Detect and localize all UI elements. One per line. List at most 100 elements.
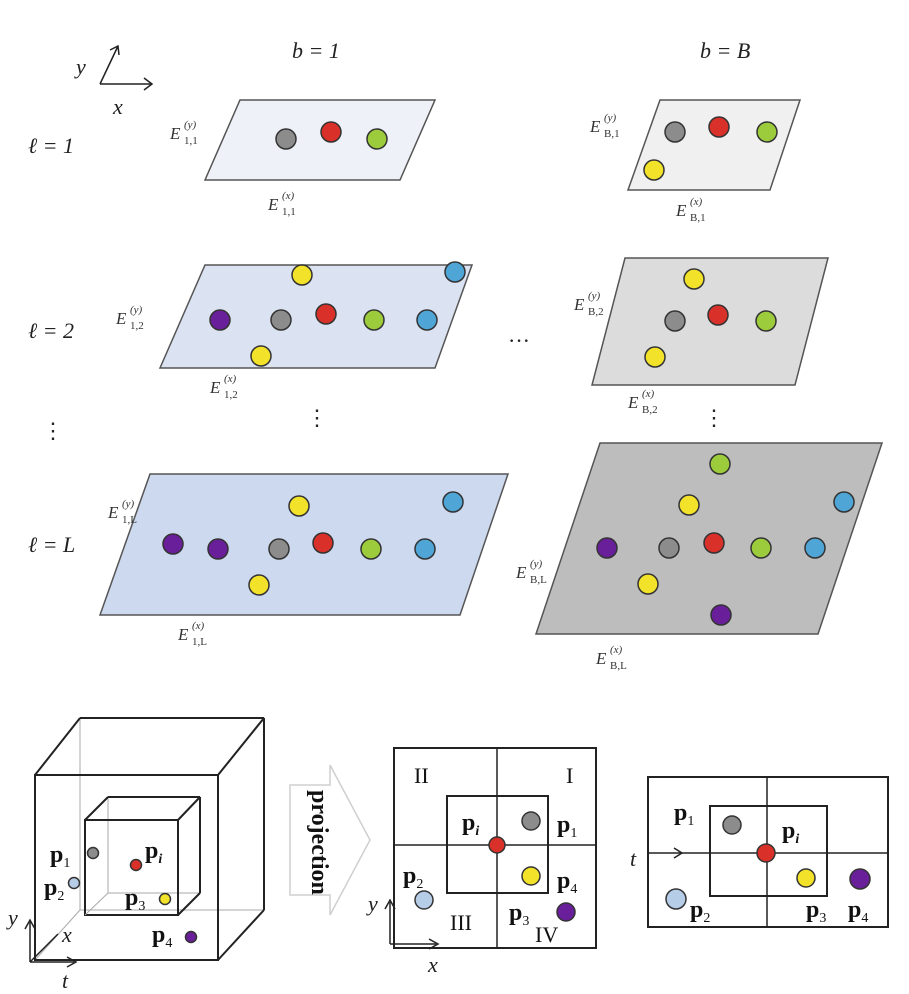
vdots-right: ⋮ [703, 405, 725, 430]
point-red [707, 304, 729, 326]
svg-text:B,L: B,L [610, 660, 627, 672]
quad-point-p1 [521, 811, 541, 831]
point-yellow [248, 574, 270, 596]
svg-text:pi: pi [145, 838, 162, 867]
projection-label: projection [306, 790, 332, 895]
svg-text:E: E [209, 378, 221, 397]
cube-axis-y: y [6, 905, 18, 930]
svg-text:(x): (x) [642, 388, 655, 400]
point-gray [658, 537, 680, 559]
embedding-eB2y: E (y) B,2 [573, 290, 604, 318]
svg-text:1,L: 1,L [192, 636, 207, 648]
point-gray [268, 538, 290, 560]
svg-text:B,2: B,2 [588, 306, 604, 318]
point-gray [270, 309, 292, 331]
xy-projection: II I III IV pi p1 p2 p4 p3 y x [366, 747, 597, 977]
projection-arrow: projection [289, 764, 371, 916]
row-label-2: ℓ = 2 [28, 318, 74, 343]
quadrant-II: II [414, 763, 429, 788]
t-point-p2 [665, 888, 687, 910]
cube-point-pi [129, 858, 143, 872]
points-b1-l2 [209, 261, 466, 367]
svg-text:1,1: 1,1 [282, 206, 296, 218]
point-yellow [637, 573, 659, 595]
point-blue [444, 261, 466, 283]
point-purple [162, 533, 184, 555]
t-projection: t p1 pi p2 p3 p4 [630, 776, 889, 928]
point-blue [414, 538, 436, 560]
point-green [360, 538, 382, 560]
point-yellow [288, 495, 310, 517]
t-point-pi [756, 843, 776, 863]
svg-text:E: E [515, 563, 527, 582]
t-point-p4 [849, 868, 871, 890]
cube-diagram: p1 pi p2 p3 p4 y x t [6, 717, 265, 993]
points-bB-l1 [643, 116, 778, 181]
point-purple [596, 537, 618, 559]
svg-text:p4: p4 [557, 868, 577, 897]
svg-text:(y): (y) [588, 290, 601, 302]
point-purple [207, 538, 229, 560]
svg-text:p2: p2 [403, 863, 423, 892]
point-blue [804, 537, 826, 559]
column-header-first: b = 1 [292, 38, 340, 63]
cube-point-p1 [86, 846, 100, 860]
point-green [709, 453, 731, 475]
embedding-eB1x: E (x) B,1 [675, 196, 706, 224]
point-blue [416, 309, 438, 331]
column-header-last: b = B [700, 38, 750, 63]
point-yellow [250, 345, 272, 367]
point-green [750, 537, 772, 559]
top-axes: y x [74, 44, 154, 119]
point-green [363, 309, 385, 331]
point-red [320, 121, 342, 143]
svg-text:(y): (y) [184, 119, 197, 131]
svg-text:E: E [169, 124, 181, 143]
quad-point-p4 [556, 902, 576, 922]
embedding-eBLx: E (x) B,L [595, 644, 627, 672]
point-yellow [683, 268, 705, 290]
svg-text:p1: p1 [557, 812, 577, 841]
svg-text:E: E [115, 309, 127, 328]
svg-text:p1: p1 [50, 842, 70, 871]
svg-text:1,L: 1,L [122, 514, 137, 526]
svg-text:p2: p2 [690, 897, 710, 926]
quad-axis-y: y [366, 891, 378, 916]
svg-text:p1: p1 [674, 800, 694, 829]
top-axis-y-label: y [74, 54, 86, 79]
svg-text:p3: p3 [125, 885, 145, 914]
svg-text:p3: p3 [509, 900, 529, 929]
embedding-e11x: E (x) 1,1 [267, 190, 296, 218]
cube-axis-x: x [61, 922, 72, 947]
embedding-eBLy: E (y) B,L [515, 558, 547, 586]
svg-text:(x): (x) [192, 620, 205, 632]
svg-text:(y): (y) [530, 558, 543, 570]
quadrant-I: I [566, 763, 573, 788]
cube-point-p2 [67, 876, 81, 890]
cube-point-p3 [158, 892, 172, 906]
svg-text:E: E [573, 295, 585, 314]
svg-text:pi: pi [782, 818, 799, 847]
svg-text:E: E [595, 649, 607, 668]
top-axis-x-label: x [112, 94, 123, 119]
quadrant-III: III [450, 910, 472, 935]
points-bB-lL [596, 453, 855, 626]
svg-text:B,2: B,2 [642, 404, 658, 416]
plane-b1-l1 [203, 99, 437, 181]
point-yellow [678, 494, 700, 516]
svg-text:E: E [675, 201, 687, 220]
point-gray [664, 121, 686, 143]
point-blue [442, 491, 464, 513]
vdots-middle: ⋮ [306, 405, 328, 430]
svg-text:B,L: B,L [530, 574, 547, 586]
quad-point-p3 [521, 866, 541, 886]
point-red [315, 303, 337, 325]
hdots-middle: ··· [508, 328, 530, 353]
svg-text:(y): (y) [604, 112, 617, 124]
point-green [755, 310, 777, 332]
embedding-e1Lx: E (x) 1,L [177, 620, 207, 648]
point-gray [664, 310, 686, 332]
cube-point-p4 [184, 930, 198, 944]
embedding-e1Ly: E (y) 1,L [107, 498, 137, 526]
